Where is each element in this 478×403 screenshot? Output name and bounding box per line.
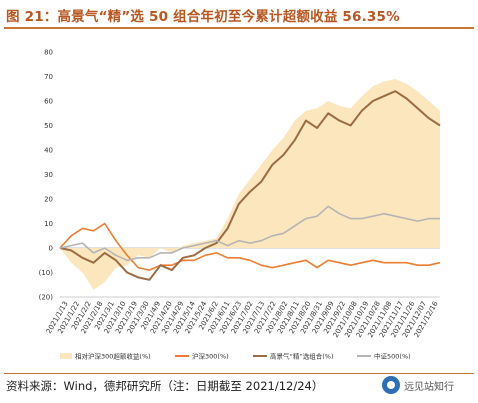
area-layer [60,79,440,290]
y-tick-label: 0 [49,245,53,253]
y-axis: 80 70 60 50 40 30 20 10 0 (10) (20) [39,49,54,302]
y-tick-label: (10) [39,269,54,277]
chart-legend: 相对沪深300超额收益(%) 沪深300(%) 高景气“精”选组合(%) 中证500(… [60,352,411,361]
legend-label: 沪深300(%) [192,352,229,361]
y-tick-label: 30 [44,171,53,179]
source-note: 资料来源：Wind，德邦研究所（注：日期截至 2021/12/24） [6,379,324,393]
y-tick-label: 70 [44,73,53,81]
y-tick-label: 60 [44,98,53,106]
legend-label: 中证500(%) [374,352,411,361]
title-divider [4,27,474,29]
legend-label: 高景气“精”选组合(%) [270,352,333,361]
watermark: 远见站知行 [382,372,474,398]
series-area-excess [60,79,440,290]
legend-label: 相对沪深300超额收益(%) [75,352,151,361]
y-tick-label: 40 [44,147,53,155]
y-tick-label: 50 [44,122,53,130]
y-tick-label: 20 [44,196,53,204]
legend-swatch [60,353,72,359]
watermark-text: 远见站知行 [404,381,454,393]
y-tick-label: (20) [39,294,54,302]
y-tick-label: 10 [44,220,53,228]
figure-title: 图 21：高景气“精”选 50 组合年初至今累计超额收益 56.35% [6,9,400,25]
footer-divider [4,373,474,374]
series-line-hs300 [59,222,441,271]
series-line-zz500 [59,205,440,262]
x-axis: 2021/1/132021/1/222021/2/22021/2/182021/… [45,296,440,339]
line-chart: 80 70 60 50 40 30 20 10 0 (10) (20) 2021/1/132021/… [39,49,441,361]
series-line-portfolio [59,90,441,281]
y-tick-label: 80 [44,49,53,57]
watermark-logo-icon [382,376,400,394]
line-layer [59,90,441,281]
